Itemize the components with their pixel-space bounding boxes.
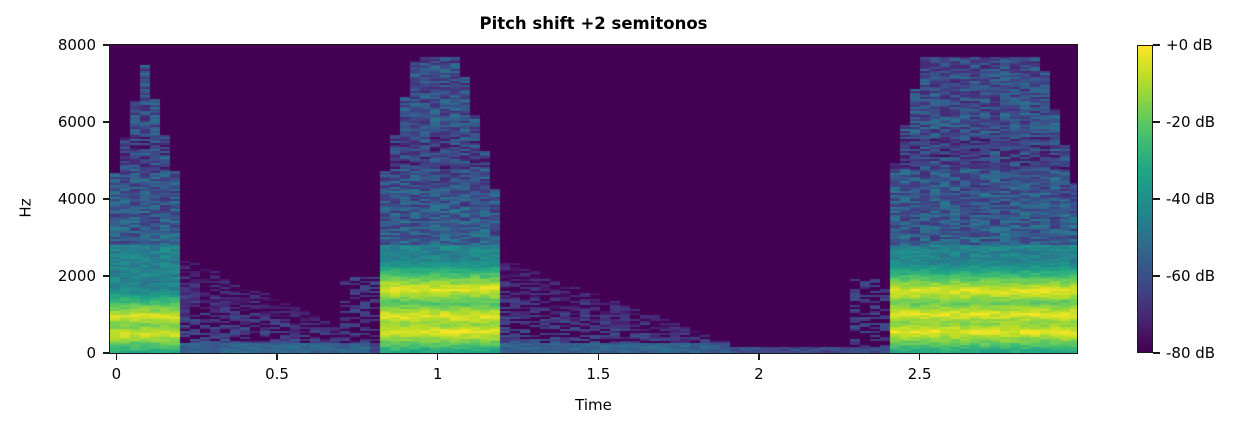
colorbar-tick-mark xyxy=(1153,121,1160,123)
colorbar-tick-label: +0 dB xyxy=(1166,36,1213,54)
x-tick-mark xyxy=(918,353,921,360)
colorbar-tick-label: -20 dB xyxy=(1166,113,1216,131)
x-tick-label: 0 xyxy=(111,365,122,383)
colorbar-tick-mark xyxy=(1153,198,1160,200)
y-tick-mark xyxy=(103,44,110,46)
x-tick-mark xyxy=(436,353,439,360)
spectrogram-heatmap xyxy=(110,45,1077,353)
x-tick-label: 2.5 xyxy=(907,365,932,383)
x-tick-label: 1.5 xyxy=(586,365,611,383)
x-tick-label: 1 xyxy=(432,365,443,383)
chart-title: Pitch shift +2 semitonos xyxy=(479,14,708,33)
x-tick-mark xyxy=(597,353,599,360)
y-tick-mark xyxy=(103,275,110,277)
y-tick-mark xyxy=(103,198,110,200)
x-tick-label: 0.5 xyxy=(265,365,289,383)
y-axis-title: Hz xyxy=(16,198,35,218)
x-tick-mark xyxy=(115,353,118,360)
colorbar-tick-mark xyxy=(1153,352,1160,354)
colorbar-tick-label: -80 dB xyxy=(1166,344,1216,362)
y-tick-label: 2000 xyxy=(57,267,96,285)
x-axis-title: Time xyxy=(575,396,612,414)
y-tick-label: 8000 xyxy=(57,36,96,54)
y-tick-mark xyxy=(103,352,110,354)
x-tick-mark xyxy=(758,353,760,360)
colorbar-tick-mark xyxy=(1153,275,1160,277)
x-tick-mark xyxy=(276,353,278,360)
colorbar-tick-label: -60 dB xyxy=(1166,267,1216,285)
x-tick-label: 2 xyxy=(754,365,764,383)
y-tick-mark xyxy=(103,121,110,123)
colorbar-tick-mark xyxy=(1153,44,1160,46)
colorbar xyxy=(1137,45,1153,353)
y-tick-label: 4000 xyxy=(57,190,96,208)
y-tick-label: 6000 xyxy=(57,113,96,131)
y-tick-label: 0 xyxy=(86,344,96,362)
spectrogram-plot-area xyxy=(110,45,1077,353)
colorbar-tick-label: -40 dB xyxy=(1166,190,1216,208)
